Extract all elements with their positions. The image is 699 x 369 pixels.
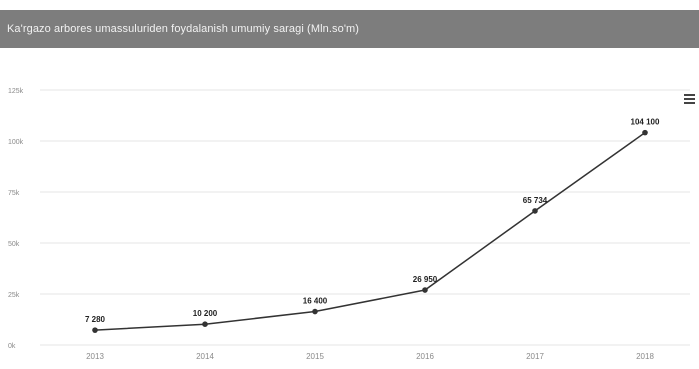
menu-icon-bar [684, 102, 695, 104]
x-tick-label: 2017 [526, 352, 544, 361]
y-axis-ticks: 0k 25k 50k 75k 100k 125k [8, 88, 24, 350]
x-tick-label: 2013 [86, 352, 104, 361]
x-tick-label: 2018 [636, 352, 654, 361]
chart-title-bar: Ka'rgazo arbores umassuluriden foydalani… [0, 10, 699, 48]
data-point [422, 287, 428, 293]
data-label: 65 734 [523, 196, 548, 205]
line-chart: 0k 25k 50k 75k 100k 125k 2013 2014 2015 2016 2017… [8, 88, 690, 361]
data-label: 7 280 [85, 315, 106, 324]
y-tick-label: 25k [8, 292, 20, 299]
x-axis-ticks: 2013 2014 2015 2016 2017 2018 [86, 352, 654, 361]
y-tick-label: 125k [8, 88, 24, 95]
x-tick-label: 2016 [416, 352, 434, 361]
series [92, 129, 648, 333]
y-tick-label: 0k [8, 343, 16, 350]
data-point [202, 321, 208, 327]
data-label: 104 100 [631, 118, 660, 127]
x-tick-label: 2015 [306, 352, 324, 361]
gridlines [40, 89, 690, 346]
y-tick-label: 100k [8, 139, 24, 146]
menu-icon-bar [684, 98, 695, 100]
data-label: 26 950 [413, 275, 438, 284]
data-labels: 7 280 10 200 16 400 26 950 65 734 104 100 [85, 118, 660, 325]
data-point [642, 129, 648, 136]
data-label: 16 400 [303, 297, 328, 306]
hamburger-menu-icon[interactable] [684, 94, 695, 104]
y-tick-label: 50k [8, 241, 20, 248]
x-tick-label: 2014 [196, 352, 214, 361]
data-point [312, 308, 318, 315]
menu-icon-bar [684, 94, 695, 96]
data-point [532, 208, 538, 214]
data-label: 10 200 [193, 309, 218, 318]
y-tick-label: 75k [8, 190, 20, 197]
chart-title: Ka'rgazo arbores umassuluriden foydalani… [7, 23, 360, 35]
chart-area: 0k 25k 50k 75k 100k 125k 2013 2014 2015 2016 2017… [0, 72, 699, 364]
series-line [94, 132, 646, 331]
data-point [92, 327, 98, 333]
